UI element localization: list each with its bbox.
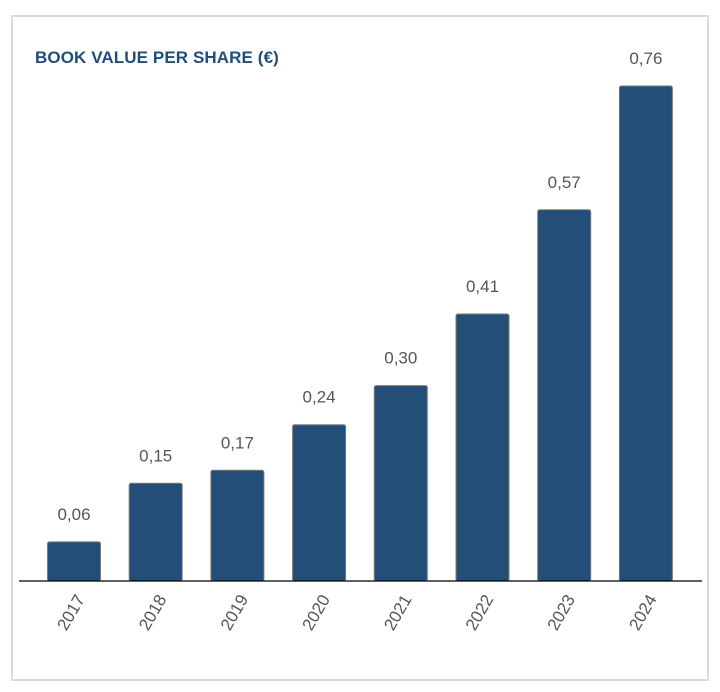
x-tick-2018: 2018 (135, 591, 170, 633)
data-label-2023: 0,57 (548, 173, 581, 192)
bar-2020 (292, 424, 347, 582)
bar-2024 (618, 85, 673, 582)
data-label-2024: 0,76 (629, 49, 662, 68)
x-tick-2019: 2019 (217, 591, 252, 633)
data-label-2018: 0,15 (139, 446, 172, 465)
chart-title: BOOK VALUE PER SHARE (€) (35, 48, 279, 67)
data-label-2020: 0,24 (303, 388, 336, 407)
bar-2022 (455, 313, 510, 582)
data-label-2022: 0,41 (466, 277, 499, 296)
bar-2017 (47, 541, 101, 582)
x-tick-2024: 2024 (625, 591, 660, 633)
x-tick-2022: 2022 (462, 591, 497, 633)
x-tick-2023: 2023 (544, 591, 579, 633)
bar-2023 (537, 209, 592, 582)
x-tick-2020: 2020 (299, 591, 334, 633)
x-tick-2021: 2021 (380, 591, 415, 633)
bar-2018 (128, 482, 183, 582)
data-label-2019: 0,17 (221, 433, 254, 452)
chart-card (11, 15, 709, 681)
bar-2019 (210, 469, 265, 582)
data-label-2021: 0,30 (384, 349, 417, 368)
data-label-2017: 0,06 (57, 505, 90, 524)
bar-2021 (373, 385, 428, 582)
x-tick-2017: 2017 (53, 591, 88, 633)
